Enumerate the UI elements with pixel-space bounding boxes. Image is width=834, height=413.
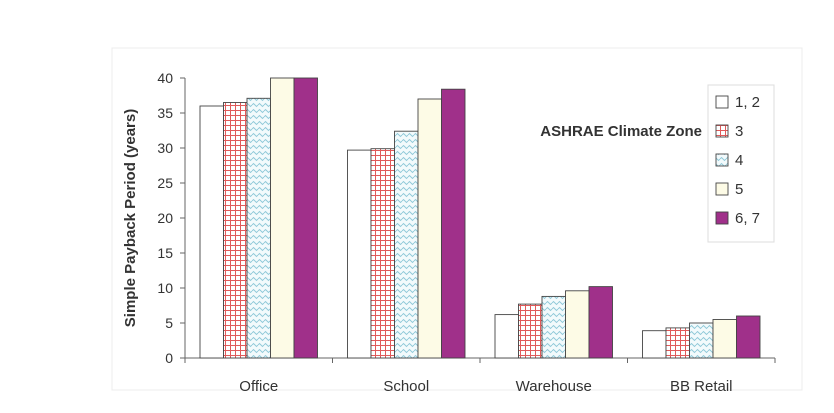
- legend-item: 6, 7: [715, 210, 760, 227]
- legend-item: 5: [715, 181, 743, 198]
- bar: [736, 315, 761, 359]
- y-tick-label: 30: [157, 140, 173, 156]
- bar: [270, 77, 295, 359]
- bar: [541, 295, 566, 359]
- x-category-label: Office: [239, 378, 278, 395]
- bar-group-warehouse: [494, 286, 613, 359]
- legend-swatch: [715, 153, 729, 167]
- y-tick-label: 20: [157, 210, 173, 226]
- y-tick-label: 40: [157, 70, 173, 86]
- bar: [223, 102, 248, 359]
- legend-item: 1, 2: [715, 94, 760, 111]
- bar: [665, 327, 690, 359]
- bar: [417, 98, 442, 359]
- bar: [712, 319, 737, 359]
- bar: [494, 314, 519, 359]
- bar: [370, 148, 395, 359]
- legend-label: 4: [735, 152, 743, 169]
- bar: [347, 149, 372, 359]
- y-tick-label: 25: [157, 175, 173, 191]
- chart-border: [111, 47, 803, 391]
- y-tick-label: 35: [157, 105, 173, 121]
- legend-item: 3: [715, 123, 743, 140]
- legend-label: 5: [735, 181, 743, 198]
- y-axis: 0 5 10 15 20 25 30 35 40: [157, 70, 186, 366]
- bar: [293, 77, 318, 359]
- x-category-label: BB Retail: [670, 378, 733, 395]
- legend-swatch: [715, 182, 729, 196]
- y-tick-label: 0: [165, 350, 173, 366]
- legend: ASHRAE Climate Zone 1, 2 3 4 5 6, 7: [540, 84, 775, 243]
- legend-swatch: [715, 95, 729, 109]
- x-axis: Office School Warehouse BB Retail: [184, 357, 776, 395]
- bar: [518, 303, 543, 359]
- legend-label: 3: [735, 123, 743, 140]
- plot-area: [111, 47, 803, 391]
- legend-swatch: [715, 211, 729, 225]
- bar-group-school: [347, 88, 466, 359]
- legend-swatch: [715, 124, 729, 138]
- bar: [246, 97, 271, 359]
- bars: [199, 77, 761, 359]
- y-axis-title: Simple Payback Period (years): [122, 109, 139, 327]
- y-tick-label: 5: [165, 315, 173, 331]
- bar: [441, 88, 466, 359]
- y-tick-label: 10: [157, 280, 173, 296]
- legend-item: 4: [715, 152, 743, 169]
- bar: [394, 130, 419, 359]
- bar: [199, 105, 224, 359]
- y-tick-label: 15: [157, 245, 173, 261]
- bar: [588, 286, 613, 359]
- bar-group-office: [199, 77, 318, 359]
- bar-group-bb-retail: [642, 315, 761, 359]
- legend-label: 6, 7: [735, 210, 760, 227]
- x-category-label: Warehouse: [516, 378, 592, 395]
- bar: [689, 322, 714, 359]
- bar: [565, 290, 590, 359]
- bar: [642, 330, 667, 359]
- legend-title: ASHRAE Climate Zone: [540, 123, 702, 140]
- legend-label: 1, 2: [735, 94, 760, 111]
- x-category-label: School: [383, 378, 429, 395]
